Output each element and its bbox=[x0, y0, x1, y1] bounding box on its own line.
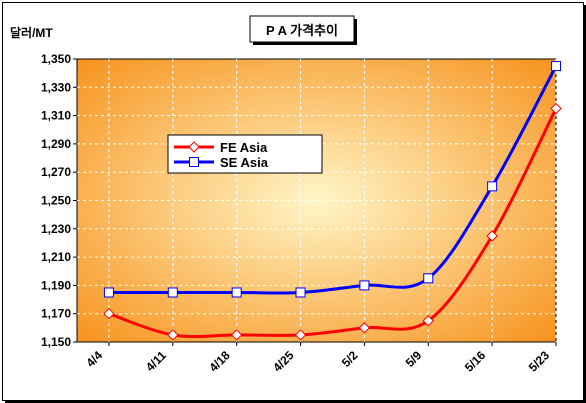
legend-marker-se-asia bbox=[189, 157, 199, 167]
point-se-asia bbox=[551, 61, 561, 72]
point-se-asia bbox=[103, 287, 114, 298]
legend-marker-fe-asia bbox=[188, 141, 200, 153]
x-tick-label: 4/18 bbox=[206, 348, 233, 375]
y-tick-label: 1,150 bbox=[41, 335, 71, 349]
chart-title: P A 가격추이 bbox=[266, 23, 338, 38]
point-se-asia bbox=[487, 181, 498, 192]
legend-label-se-asia: SE Asia bbox=[220, 155, 269, 170]
series-layer bbox=[103, 61, 562, 341]
y-tick-label: 1,270 bbox=[41, 165, 71, 179]
x-tick-label: 4/4 bbox=[83, 348, 105, 370]
y-axis-ticks: 1,150 1,170 1,190 1,210 1,230 1,250 1,270 1,290… bbox=[41, 52, 77, 349]
y-tick-label: 1,310 bbox=[41, 109, 71, 123]
point-se-asia bbox=[167, 287, 178, 298]
y-tick-label: 1,330 bbox=[41, 80, 71, 94]
y-tick-label: 1,190 bbox=[41, 278, 71, 292]
point-se-asia bbox=[295, 287, 306, 298]
point-fe-asia bbox=[103, 307, 115, 320]
x-tick-label: 5/23 bbox=[526, 348, 553, 375]
point-fe-asia bbox=[486, 230, 498, 242]
y-tick-label: 1,290 bbox=[41, 137, 71, 151]
x-tick-label: 5/16 bbox=[462, 348, 489, 375]
point-fe-asia bbox=[358, 322, 371, 334]
point-se-asia bbox=[359, 280, 370, 291]
x-tick-label: 5/9 bbox=[403, 348, 425, 370]
x-axis-ticks: 4/4 4/11 4/18 4/25 5/2 5/9 5/16 5/23 bbox=[83, 342, 557, 375]
point-se-asia bbox=[423, 273, 434, 284]
y-tick-label: 1,170 bbox=[41, 307, 71, 321]
point-fe-asia bbox=[422, 315, 434, 327]
title-box bbox=[249, 15, 355, 43]
y-tick-label: 1,230 bbox=[41, 222, 71, 236]
x-tick-label: 4/11 bbox=[143, 348, 169, 374]
legend-label-fe-asia: FE Asia bbox=[220, 140, 268, 155]
y-tick-label: 1,210 bbox=[41, 250, 71, 264]
y-axis-label: 달러/MT bbox=[10, 25, 53, 40]
x-tick-label: 4/25 bbox=[270, 348, 297, 375]
x-tick-label: 5/2 bbox=[339, 348, 361, 370]
point-fe-asia bbox=[294, 329, 307, 341]
point-fe-asia bbox=[230, 329, 243, 341]
point-fe-asia bbox=[167, 329, 179, 341]
legend: FE Asia SE Asia bbox=[167, 134, 323, 174]
y-tick-label: 1,250 bbox=[41, 194, 71, 208]
point-se-asia bbox=[231, 287, 242, 298]
point-fe-asia bbox=[550, 102, 562, 115]
y-tick-label: 1,350 bbox=[41, 52, 71, 66]
